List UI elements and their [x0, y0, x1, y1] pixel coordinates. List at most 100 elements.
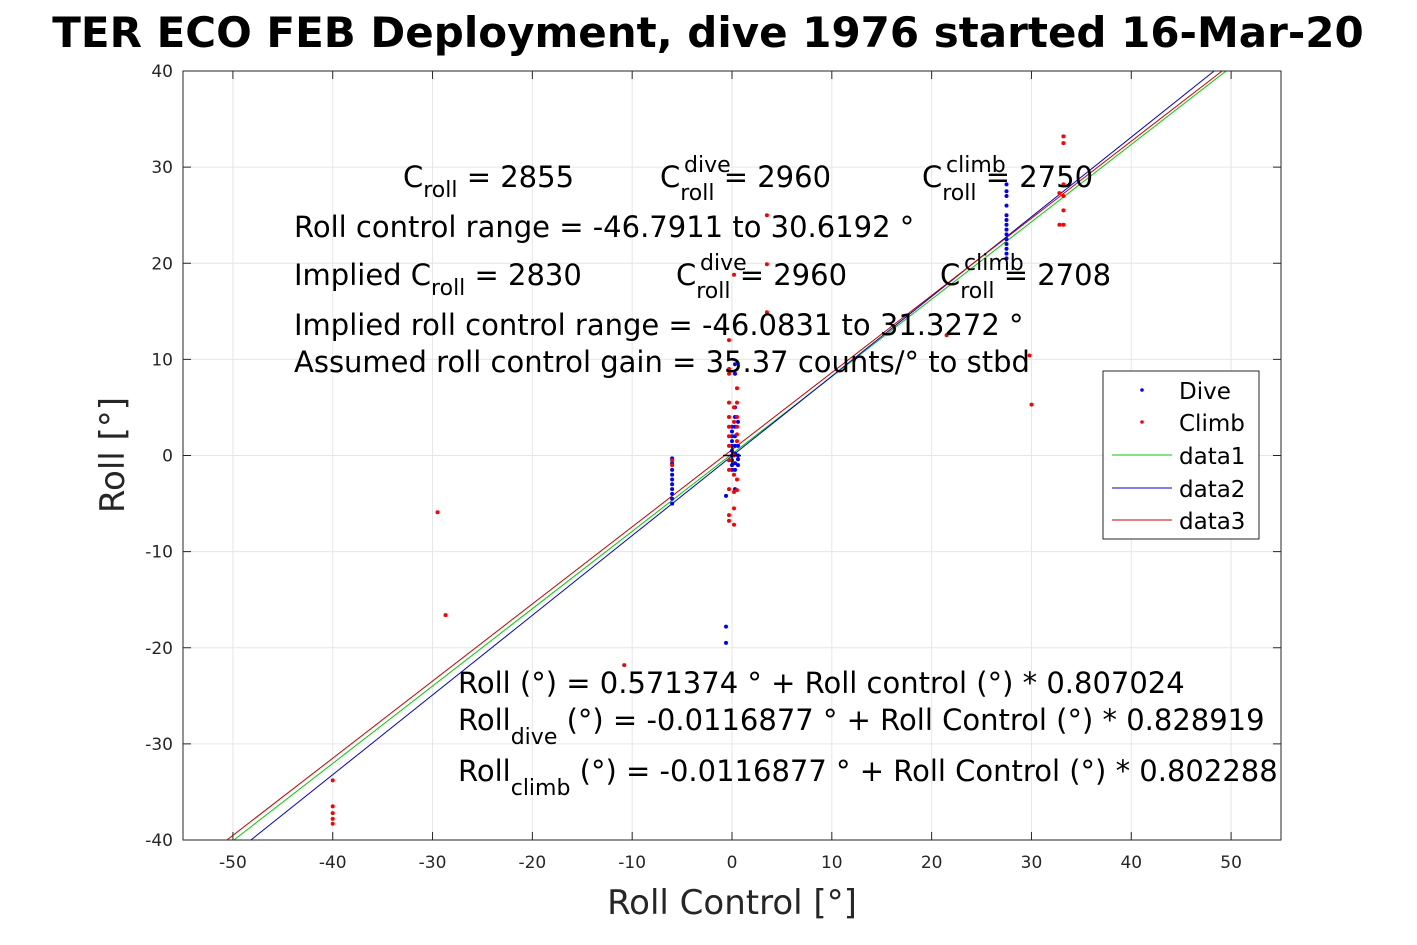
point-dive	[730, 443, 734, 448]
y-axis-label: Roll [°]	[93, 397, 133, 513]
point-climb	[1057, 222, 1062, 227]
x-tick-label: 10	[821, 853, 843, 873]
legend-data1-label: data1	[1179, 444, 1245, 470]
point-climb	[622, 663, 627, 668]
point-dive	[733, 443, 737, 448]
legend-data2-label: data2	[1179, 477, 1245, 503]
point-climb	[732, 419, 736, 424]
point-climb	[443, 613, 448, 618]
point-climb	[727, 371, 731, 376]
annotation-fit-dive: Rolldive (°) = -0.0116877 ° + Roll Contr…	[458, 703, 1265, 750]
point-dive	[1004, 256, 1009, 261]
legend-climb-label: Climb	[1179, 411, 1245, 437]
point-climb	[435, 510, 440, 515]
annotation-implied-c-climb-sup: climb	[964, 251, 1024, 276]
point-climb	[330, 778, 335, 783]
x-tick-label: 20	[921, 853, 943, 873]
legend: Dive Climb data1 data2 data3	[1102, 370, 1260, 540]
point-dive	[1004, 213, 1009, 218]
x-axis-label: Roll Control [°]	[607, 883, 857, 923]
point-climb	[735, 432, 739, 437]
y-tick-label: -40	[145, 831, 173, 851]
point-dive	[1004, 203, 1009, 208]
point-dive	[736, 443, 740, 448]
point-climb	[732, 490, 736, 494]
annotation-implied-c-dive-sup: dive	[700, 251, 747, 276]
point-climb	[727, 367, 731, 371]
y-tick-label: -20	[145, 639, 173, 659]
point-climb	[727, 458, 731, 463]
point-climb	[727, 338, 731, 343]
point-climb	[727, 443, 731, 448]
point-dive	[724, 640, 728, 645]
point-climb	[735, 415, 739, 419]
point-climb	[732, 522, 736, 527]
axis-ticks: -50 -40 -30 -20 -10 0 10 20 30 40 50 -40 -30 -20 -10 0 1…	[145, 62, 1281, 873]
point-dive	[670, 487, 675, 492]
point-dive	[724, 624, 728, 629]
x-tick-label: -50	[219, 853, 247, 873]
point-dive	[1004, 242, 1009, 246]
point-climb	[1061, 141, 1066, 146]
point-climb	[727, 424, 731, 429]
point-climb	[670, 458, 675, 463]
annotation-c-dive-sup: dive	[684, 153, 731, 178]
point-dive	[730, 424, 734, 429]
point-dive	[1004, 232, 1009, 237]
annotation-range: Roll control range = -46.7911 to 30.6192…	[294, 210, 914, 244]
point-dive	[670, 491, 675, 496]
point-dive	[730, 467, 734, 472]
center-marker	[723, 446, 741, 465]
point-dive	[1004, 237, 1009, 242]
x-tick-label: -10	[618, 853, 646, 873]
legend-dive-marker	[1140, 388, 1144, 392]
x-tick-label: 50	[1220, 853, 1242, 873]
point-climb	[732, 506, 736, 511]
annotation-fit-all: Roll (°) = 0.571374 ° + Roll control (°)…	[458, 666, 1185, 700]
x-tick-label: -20	[518, 853, 546, 873]
point-dive	[736, 463, 740, 468]
x-tick-label: 0	[727, 853, 738, 873]
point-dive	[733, 461, 737, 466]
point-dive	[730, 434, 734, 439]
point-dive	[670, 496, 675, 501]
point-climb	[727, 415, 731, 419]
point-climb	[727, 487, 731, 492]
point-climb	[330, 804, 335, 809]
annotation-c-climb-sup: climb	[946, 153, 1006, 178]
point-dive	[1004, 222, 1009, 227]
point-dive	[670, 472, 675, 477]
point-climb	[727, 518, 731, 523]
point-climb	[1027, 353, 1032, 358]
point-climb	[1061, 182, 1066, 187]
y-tick-label: 40	[151, 62, 173, 82]
point-dive	[724, 493, 728, 498]
point-climb	[735, 400, 739, 405]
point-climb	[764, 310, 769, 315]
point-dive	[670, 482, 675, 487]
point-dive	[1004, 218, 1009, 222]
point-climb	[764, 262, 769, 267]
point-climb	[735, 439, 739, 444]
legend-data3-label: data3	[1179, 509, 1245, 535]
point-climb	[764, 213, 769, 218]
point-dive	[730, 429, 734, 434]
point-dive	[1004, 246, 1009, 251]
point-climb	[727, 434, 731, 439]
x-tick-label: -30	[419, 853, 447, 873]
point-climb	[1061, 222, 1066, 227]
point-climb	[1061, 134, 1066, 139]
point-climb	[1029, 402, 1034, 407]
annotation-implied-c-dive: Croll = 2960	[676, 258, 847, 304]
point-climb	[735, 477, 739, 482]
point-climb	[735, 488, 739, 493]
annotation-fit-climb: Rollclimb (°) = -0.0116877 ° + Roll Cont…	[458, 754, 1278, 801]
point-climb	[330, 821, 335, 826]
y-tick-label: 30	[151, 158, 173, 178]
point-climb	[727, 513, 731, 518]
annotation-c-climb: Croll = 2750	[922, 160, 1093, 206]
point-climb	[944, 333, 949, 338]
y-tick-label: 20	[151, 254, 173, 274]
point-dive	[733, 467, 737, 472]
